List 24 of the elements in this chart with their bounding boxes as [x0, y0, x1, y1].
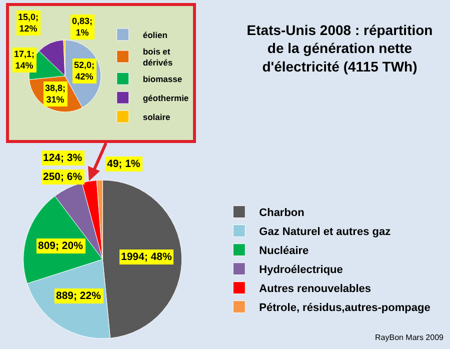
data-label: 49; 1%	[107, 158, 141, 170]
legend-label: Charbon	[259, 207, 305, 220]
data-label: 250; 6%	[43, 171, 83, 183]
data-label: 0,83; 1%	[72, 16, 93, 38]
data-label: 17,1; 14%	[14, 49, 35, 71]
data-label: 1994; 48%	[121, 251, 172, 263]
text: RayBon Mars 2009	[375, 333, 444, 342]
data-label: 809; 20%	[38, 240, 84, 252]
data-label: 15,0; 12%	[18, 12, 39, 34]
legend-label: biomasse	[142, 74, 182, 84]
legend-label: éolien	[142, 30, 168, 40]
legend-label: Autres renouvelables	[259, 283, 372, 296]
legend-label: Pétrole, résidus,autres-pompage	[259, 302, 430, 314]
legend-label: Gaz Naturel et autres gaz	[259, 226, 392, 238]
legend-label: Nucléaire	[259, 245, 309, 258]
data-label: 889; 22%	[56, 290, 102, 302]
legend-label: bois et dérivés	[142, 46, 173, 68]
legend-label: géothermie	[142, 92, 189, 103]
legend-label: solaire	[142, 112, 171, 122]
chart-title: Etats-Unis 2008 : répartition de la génération nette d'électricité (4115 TWh)	[246, 22, 433, 74]
legend-label: Hydroélectrique	[259, 264, 343, 276]
data-label: 38,8; 31%	[45, 83, 66, 105]
data-label: 124; 3%	[43, 152, 83, 164]
data-label: 52,0; 42%	[74, 60, 95, 82]
